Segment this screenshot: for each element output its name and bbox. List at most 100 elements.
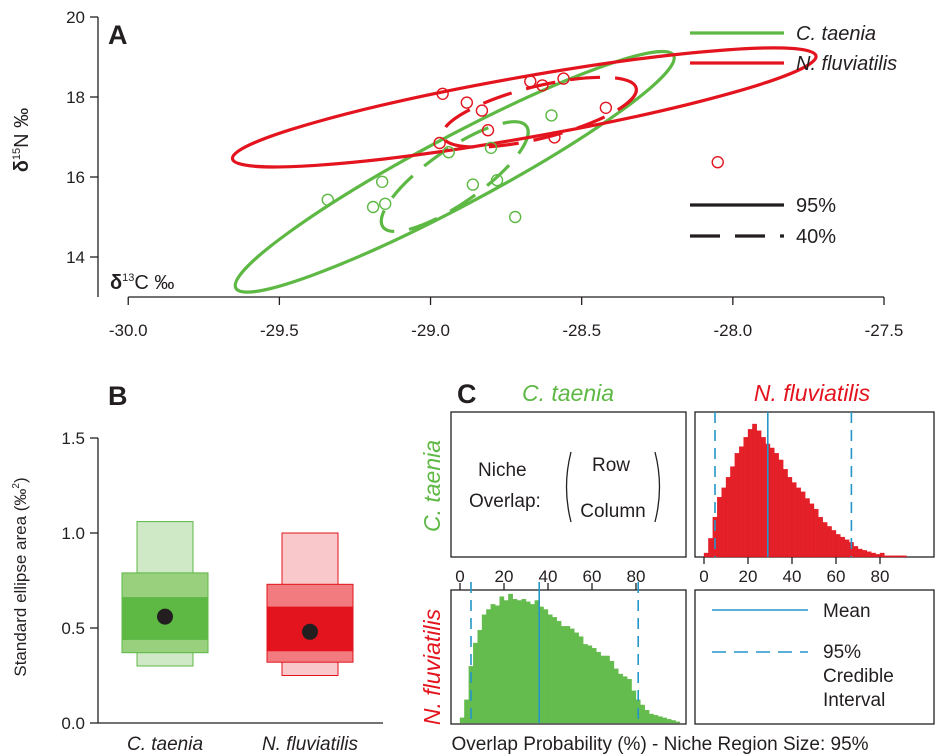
panel-c-x-tick-label: 80 [871, 567, 890, 586]
panel-b-y-tick-label: 0.0 [61, 714, 85, 733]
panel-c-x-tick-label: 60 [583, 567, 602, 586]
histogram-bar [605, 655, 610, 724]
histogram-bar [884, 555, 889, 558]
point-n-fluviatilis [433, 136, 446, 150]
key-left-paren [565, 451, 572, 523]
point-n-fluviatilis [436, 87, 449, 101]
histogram-bar [627, 678, 632, 724]
histogram-bar [530, 604, 535, 724]
point-n-fluviatilis [711, 155, 724, 169]
histogram-bar [517, 600, 522, 724]
histogram-bar [840, 536, 845, 558]
key-column-label: Column [580, 501, 645, 522]
histogram-bar [774, 453, 779, 558]
histogram-bar [477, 629, 483, 724]
histogram-bar [866, 551, 872, 558]
histogram-bar [547, 614, 553, 724]
panel-c-x-tick-label: 0 [455, 567, 464, 586]
panel-b: B 0.0 0.5 1.0 1.5 C. taenia N. fluviatilis S… [11, 381, 383, 755]
histogram-bar [512, 599, 518, 724]
panel-b-boxes: C. taenia N. fluviatilis [121, 521, 359, 755]
histogram-bar [818, 516, 823, 558]
legend-label-credible: 95% Credible Interval [823, 642, 894, 711]
point-n-fluviatilis [475, 104, 489, 117]
key-niche-label-1: Niche [478, 460, 527, 481]
histogram-c-taenia-in-n-fluviatilis [703, 412, 907, 558]
histogram-bar [796, 487, 801, 558]
ellipse-40-c-taenia [379, 120, 530, 234]
histogram-bar [508, 593, 513, 724]
histogram-bar [481, 614, 487, 724]
histogram-bar [703, 552, 709, 558]
histogram-bar [574, 632, 579, 724]
histogram-bar [734, 453, 740, 558]
histogram-bar [666, 718, 672, 724]
point-n-fluviatilis [557, 72, 570, 85]
histogram-bar [662, 717, 667, 724]
panel-a-y-tick-label: 14 [66, 248, 85, 267]
histogram-bar [739, 446, 744, 558]
histogram-bar [613, 668, 619, 724]
key-niche-label-2: Overlap: [469, 491, 541, 512]
mode-point-n-fluviatilis [302, 623, 318, 640]
legend-label-40: 40% [796, 226, 836, 248]
histogram-bar [827, 526, 832, 558]
histogram-bar [853, 546, 859, 558]
histogram-bar [459, 717, 465, 724]
histogram-bar [649, 713, 654, 724]
point-c-taenia [378, 197, 392, 211]
point-n-fluviatilis [599, 101, 613, 115]
panel-c-x-ticks: 0 20 40 60 80 0 20 40 60 80 [455, 557, 889, 590]
histogram-bar [671, 720, 676, 724]
panel-b-y-tick-label: 1.5 [61, 429, 85, 448]
histogram-bar [490, 604, 496, 724]
panel-c-x-tick-label: 20 [739, 567, 758, 586]
histogram-bar [640, 704, 645, 724]
panel-a-ellipses [230, 46, 818, 294]
panel-a: A 14 16 18 20 -30.0 -29.5 -29.0 -28.5 -28.0 -27.5… [11, 8, 903, 340]
panel-a-x-axis-label: δ13C ‰ [110, 272, 174, 294]
histogram-bar [813, 508, 819, 558]
histogram-bar [565, 626, 571, 724]
histogram-bar [725, 477, 731, 558]
panel-c-x-tick-label: 60 [827, 567, 846, 586]
panel-a-x-tick-label: -28.0 [713, 321, 752, 340]
histogram-n-fluviatilis-in-c-taenia [459, 582, 681, 724]
histogram-bar [879, 552, 885, 558]
point-c-taenia [366, 200, 380, 214]
panel-a-y-axis-label: δ15N ‰ [11, 108, 33, 172]
panel-a-x-tick-label: -29.0 [411, 321, 450, 340]
histogram-bar [503, 600, 509, 724]
row-label-n-fluviatilis: N. fluviatilis [419, 608, 445, 725]
histogram-bar [486, 609, 491, 724]
point-n-fluviatilis [524, 75, 537, 88]
panel-b-x-label-n-fluviatilis: N. fluviatilis [262, 734, 359, 755]
histogram-bar [787, 477, 793, 558]
histogram-bar [578, 636, 584, 724]
histogram-bar [600, 655, 606, 724]
histogram-bar [675, 721, 681, 724]
point-c-taenia [490, 173, 504, 187]
key-row-label: Row [592, 455, 630, 476]
histogram-bar [831, 530, 837, 558]
histogram-bar [862, 550, 867, 558]
histogram-bar [587, 645, 593, 724]
legend-label-95: 95% [796, 195, 836, 217]
histogram-bar [609, 660, 615, 724]
point-c-taenia [466, 178, 480, 191]
histogram-bar [835, 534, 841, 558]
histogram-bar [743, 437, 749, 558]
histogram-bar [583, 644, 588, 724]
histogram-bar [631, 690, 637, 724]
panel-a-x-tick-label: -29.5 [260, 321, 299, 340]
histogram-bar [747, 429, 753, 558]
panel-b-y-tick-label: 1.0 [61, 524, 85, 543]
panel-a-y-tick-label: 20 [66, 8, 85, 27]
histogram-bar [569, 628, 575, 724]
point-n-fluviatilis [548, 131, 561, 144]
histogram-bar [495, 605, 500, 724]
histogram-bar [756, 430, 762, 558]
mode-point-c-taenia [157, 608, 173, 625]
panel-b-x-label-c-taenia: C. taenia [127, 734, 203, 755]
histogram-bar [561, 626, 566, 724]
